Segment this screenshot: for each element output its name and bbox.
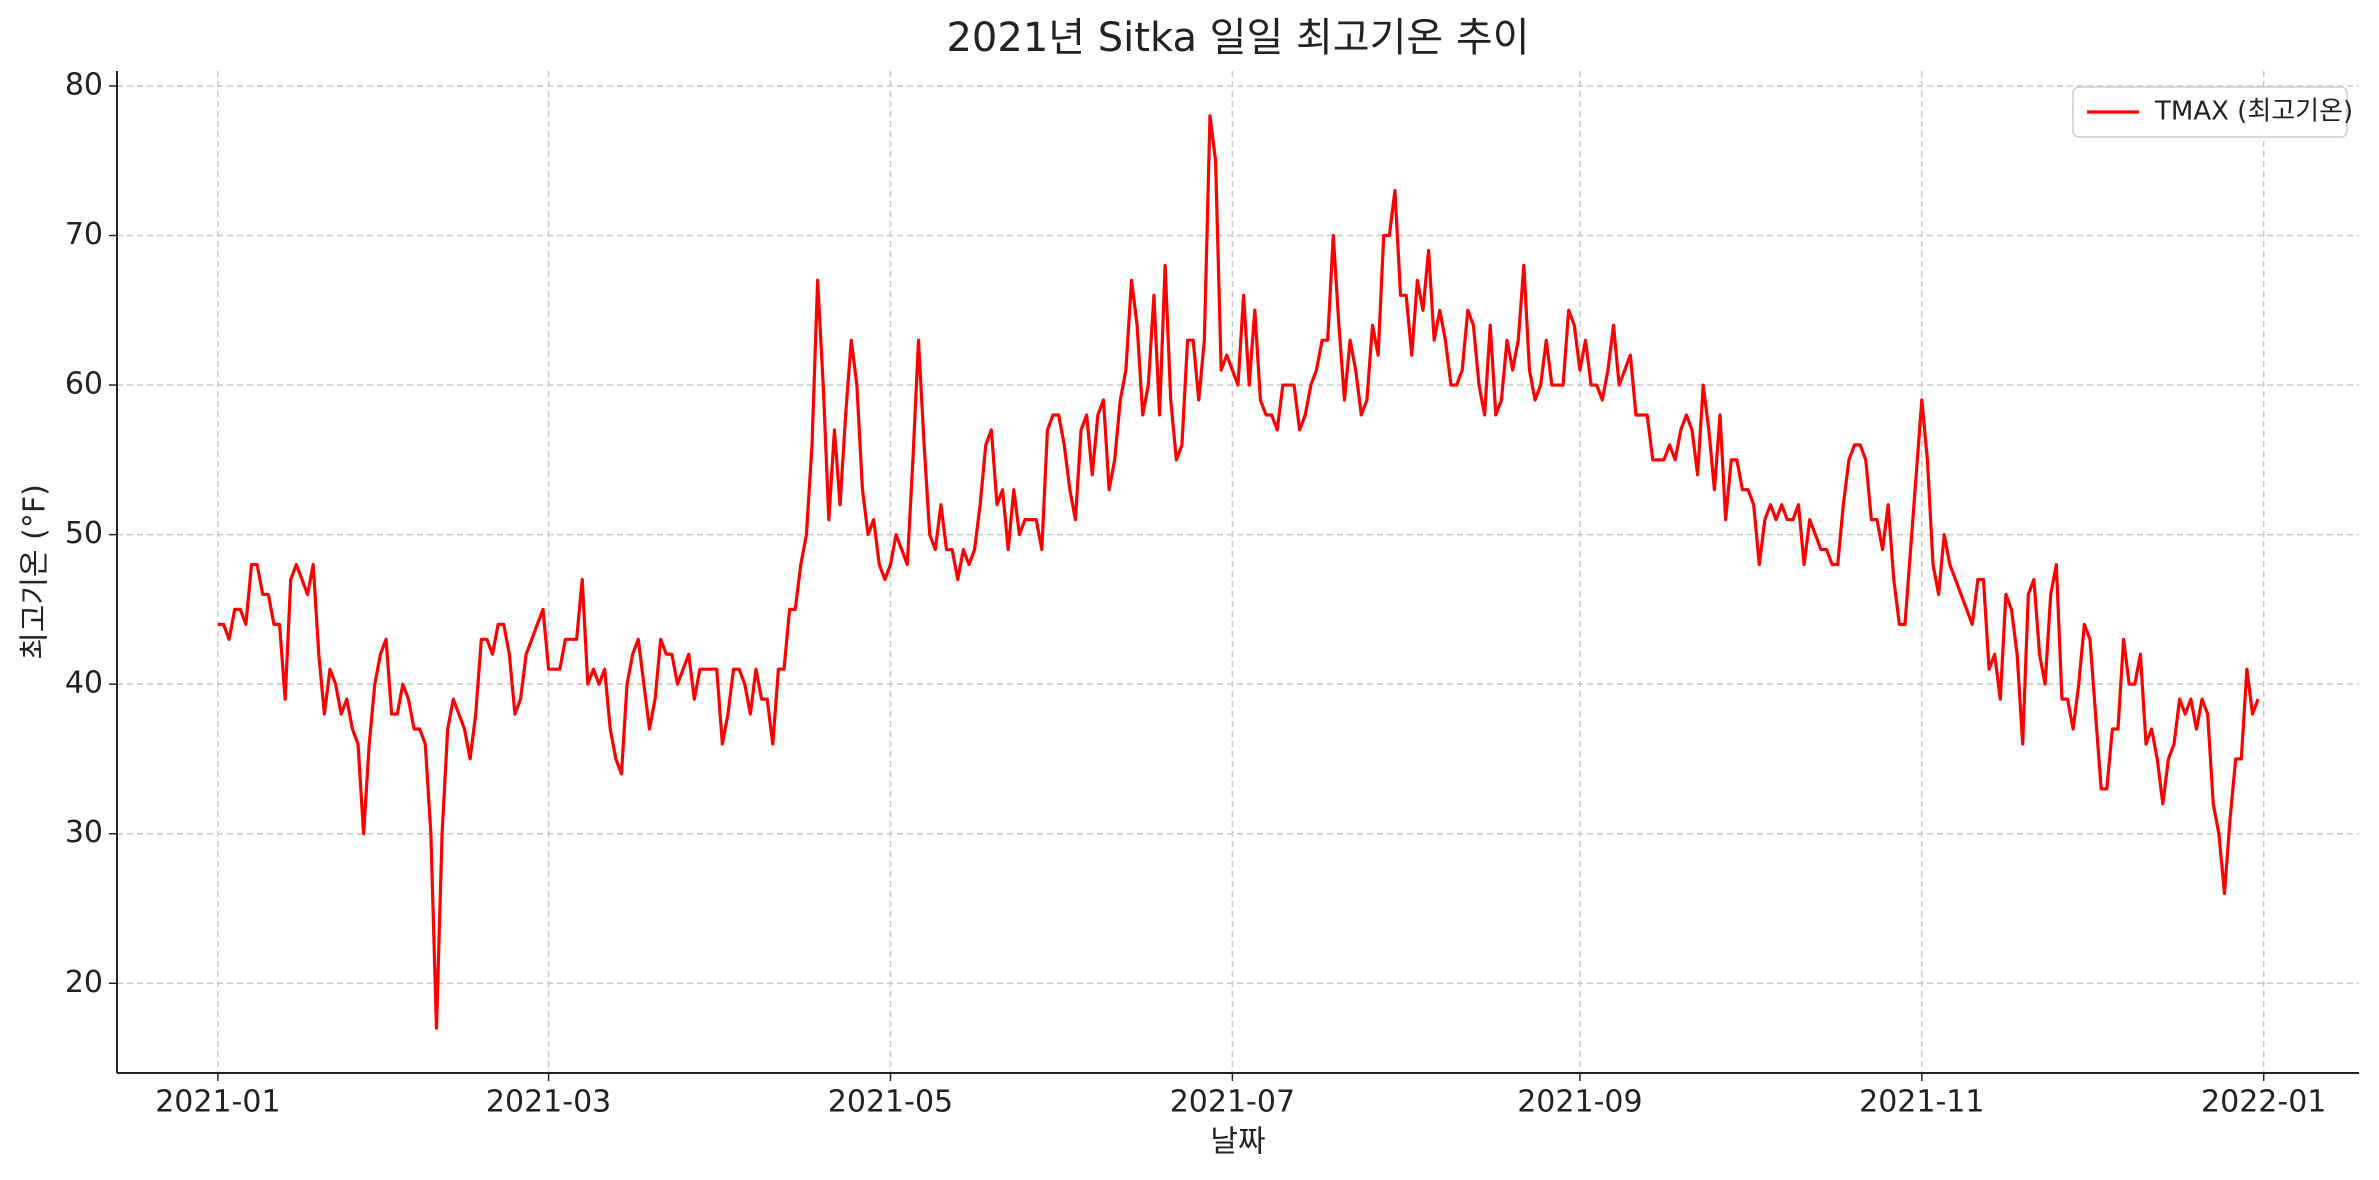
y-tick-label: 50	[65, 516, 103, 551]
y-tick-label: 70	[65, 217, 103, 252]
data-line	[217, 114, 2260, 1030]
y-axis-label: 최고기온 (°F)	[18, 484, 53, 660]
y-tick-label: 30	[65, 815, 103, 850]
legend-label: TMAX (최고기온)	[2154, 97, 2353, 127]
x-tick-label: 2022-01	[2201, 1085, 2326, 1120]
x-axis-label: 날짜	[1210, 1125, 1265, 1160]
x-tick-label: 2021-03	[486, 1085, 611, 1120]
x-tick-label: 2021-11	[1859, 1085, 1984, 1120]
x-tick-label: 2021-09	[1517, 1085, 1642, 1120]
y-tick-label: 40	[65, 666, 103, 701]
y-tick-label: 60	[65, 367, 103, 402]
y-tick-label: 80	[65, 67, 103, 102]
x-tick-label: 2021-01	[155, 1085, 280, 1120]
legend-box	[2072, 86, 2348, 138]
x-tick-label: 2021-05	[828, 1085, 953, 1120]
chart-title: 2021년 Sitka 일일 최고기온 추이	[946, 15, 1529, 61]
y-tick-label: 20	[65, 965, 103, 1000]
x-tick-label: 2021-07	[1170, 1085, 1295, 1120]
